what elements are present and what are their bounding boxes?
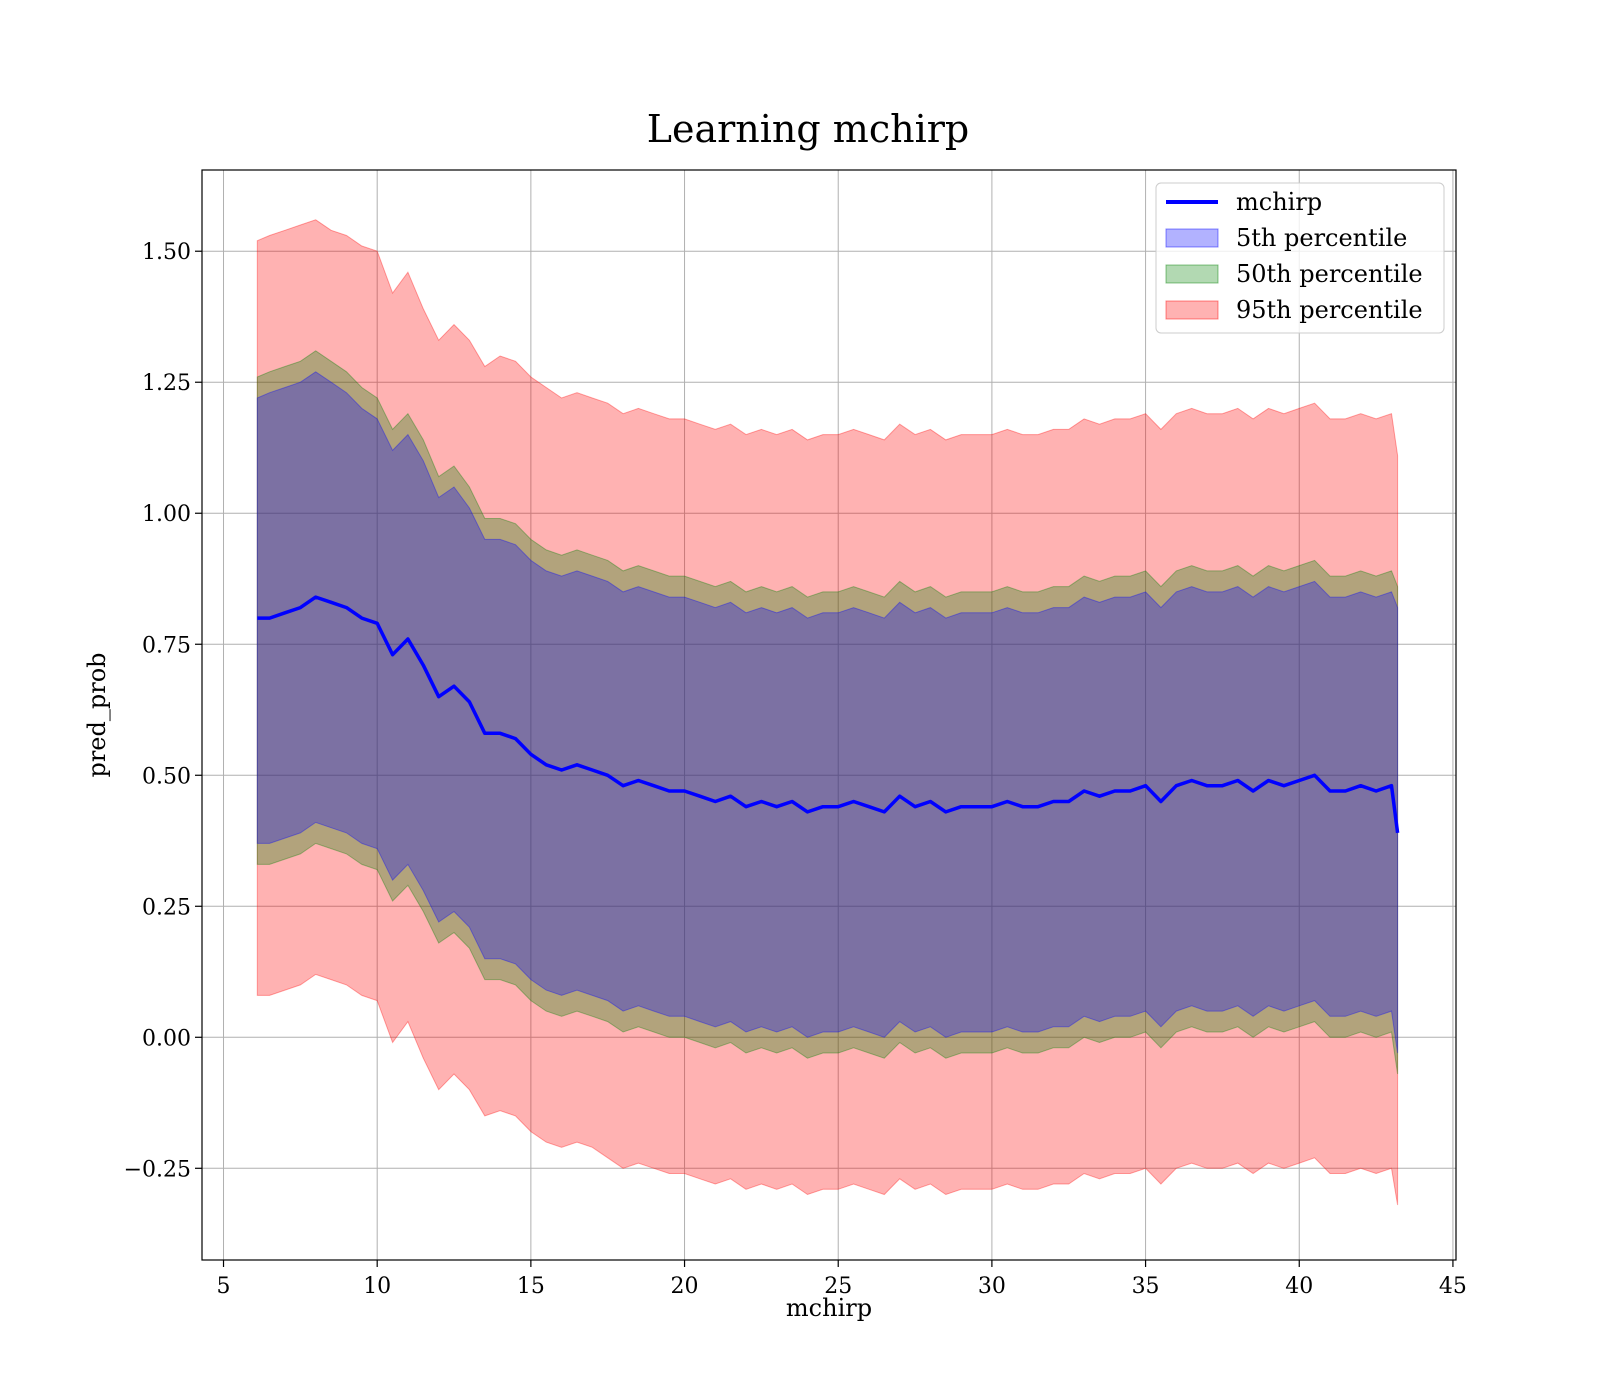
grid-layer xyxy=(202,170,1456,1260)
chart-title: Learning mchirp xyxy=(647,107,969,151)
y-axis-ticks: −0.25 0.00 0.25 0.50 0.75 1.00 1.25 1.50 xyxy=(124,240,202,1182)
legend-label-50th-percentile: 50th percentile xyxy=(1236,260,1423,288)
band-layer xyxy=(256,219,1399,1206)
band-5th-percentile xyxy=(256,371,1399,1054)
legend-label-5th-percentile: 5th percentile xyxy=(1236,224,1407,252)
series-line-mchirp xyxy=(257,595,1400,834)
x-axis-label: mchirp xyxy=(786,1294,872,1322)
band-50th-percentile xyxy=(256,350,1399,1075)
y-tick-label: 0.00 xyxy=(142,1026,191,1051)
y-tick-label: 0.50 xyxy=(142,764,191,789)
x-tick-label: 30 xyxy=(978,1274,1006,1299)
y-tick-label: 1.25 xyxy=(142,371,191,396)
x-tick-label: 45 xyxy=(1439,1274,1467,1299)
legend-label-mchirp: mchirp xyxy=(1236,188,1322,216)
x-tick-label: 5 xyxy=(217,1274,231,1299)
x-tick-label: 35 xyxy=(1132,1274,1160,1299)
legend-swatch-5th-percentile xyxy=(1165,228,1219,248)
y-tick-label: 1.50 xyxy=(142,240,191,265)
x-tick-label: 25 xyxy=(824,1274,852,1299)
x-tick-label: 15 xyxy=(517,1274,545,1299)
y-tick-label: 1.00 xyxy=(142,502,191,527)
y-tick-label: −0.25 xyxy=(124,1157,191,1182)
legend-box xyxy=(1155,182,1445,334)
legend: mchirp 5th percentile 50th percentile 95… xyxy=(1155,182,1445,334)
y-tick-label: 0.75 xyxy=(142,633,191,658)
x-axis-ticks: 5 10 15 20 25 30 35 40 45 xyxy=(217,1260,1467,1299)
x-tick-label: 40 xyxy=(1285,1274,1313,1299)
legend-swatch-95th-percentile xyxy=(1165,300,1219,320)
legend-swatch-50th-percentile xyxy=(1165,264,1219,284)
y-axis-label: pred_prob xyxy=(83,652,111,777)
plot-frame xyxy=(201,169,1457,1261)
y-tick-label: 0.25 xyxy=(142,895,191,920)
line-layer xyxy=(257,595,1400,834)
legend-label-95th-percentile: 95th percentile xyxy=(1236,296,1423,324)
band-95th-percentile xyxy=(256,219,1399,1206)
x-tick-label: 10 xyxy=(363,1274,391,1299)
x-tick-label: 20 xyxy=(671,1274,699,1299)
